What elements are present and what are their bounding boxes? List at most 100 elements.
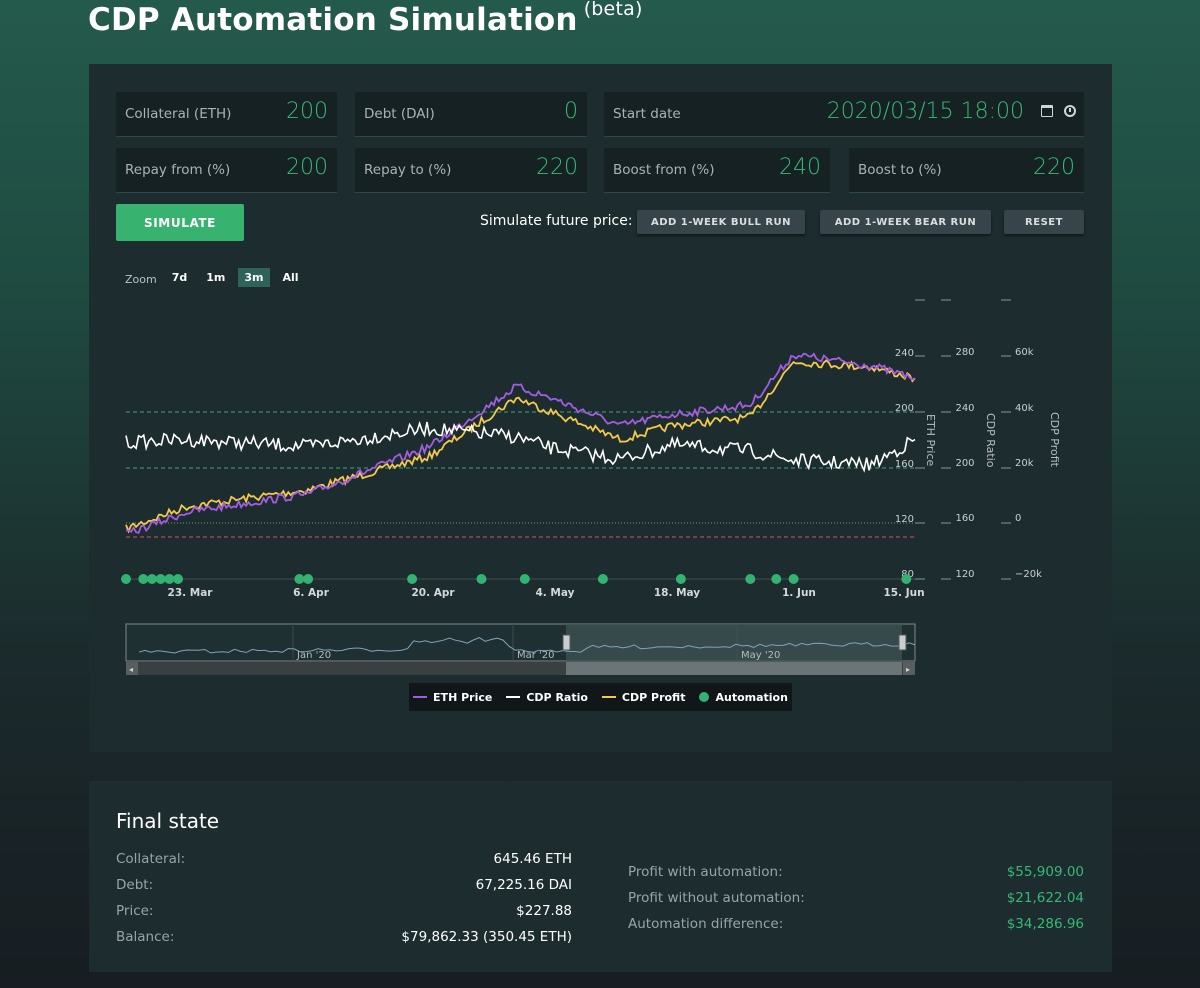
- cdp-profit-tick-20k: 20k: [1015, 458, 1034, 469]
- series-eth-price[interactable]: [125, 352, 916, 534]
- automation-point[interactable]: [294, 574, 305, 584]
- navigator-label-mar: Mar '20: [517, 650, 555, 661]
- navigator-selection[interactable]: [566, 624, 902, 661]
- balance-row: Balance:: [116, 929, 175, 945]
- automation-point[interactable]: [675, 574, 686, 584]
- automation-point[interactable]: [519, 574, 530, 584]
- navigator-label-jan: Jan '20: [296, 650, 331, 661]
- automation-point[interactable]: [303, 574, 314, 584]
- price-chart[interactable]: 240 200 160 120 80 280 240 200 160 120 6…: [89, 64, 1112, 752]
- legend-cdp-ratio[interactable]: CDP Ratio: [506, 691, 588, 704]
- start-date-input[interactable]: 2020/03/15 18:00: [826, 99, 1024, 124]
- cdp-ratio-tick-160: 160: [955, 513, 974, 524]
- collateral-label: Collateral (ETH): [125, 106, 232, 122]
- clock-icon[interactable]: [1064, 105, 1076, 117]
- x-tick-4-may: 4. May: [535, 587, 574, 599]
- eth-price-tick-160: 160: [895, 459, 914, 470]
- collateral-field[interactable]: Collateral (ETH) 200: [116, 92, 337, 137]
- cdp-ratio-axis-label: CDP Ratio: [984, 413, 997, 468]
- boost-to-field[interactable]: Boost to (%) 220: [849, 148, 1084, 193]
- add-bull-run-button[interactable]: ADD 1-WEEK BULL RUN: [637, 210, 805, 234]
- cdp-ratio-tick-120: 120: [955, 569, 974, 580]
- cdp-profit-tick-0: 0: [1015, 513, 1021, 524]
- page-title: CDP Automation Simulation (beta): [88, 0, 643, 38]
- add-bear-run-button[interactable]: ADD 1-WEEK BEAR RUN: [820, 210, 991, 234]
- cdp-profit-tick-neg20k: −20k: [1015, 569, 1042, 580]
- eth-price-tick-120: 120: [895, 514, 914, 525]
- zoom-all-button[interactable]: All: [282, 271, 299, 284]
- navigator-right-handle[interactable]: [898, 634, 907, 651]
- axis-tick-marks: [915, 299, 1011, 580]
- calendar-icon[interactable]: [1041, 105, 1053, 117]
- zoom-7d-button[interactable]: 7d: [171, 271, 188, 284]
- navigator-left-handle[interactable]: [562, 634, 571, 651]
- zoom-3m-button[interactable]: 3m: [238, 268, 270, 287]
- legend-eth-price[interactable]: ETH Price: [413, 691, 492, 704]
- automation-point[interactable]: [173, 574, 183, 584]
- repay-from-label: Repay from (%): [125, 162, 231, 178]
- simulate-future-label: Simulate future price:: [480, 213, 633, 229]
- boost-from-field[interactable]: Boost from (%) 240: [604, 148, 830, 193]
- navigator-line: [138, 637, 916, 654]
- x-tick-20-apr: 20. Apr: [411, 587, 455, 599]
- cdp-profit-tick-40k: 40k: [1015, 403, 1034, 414]
- simulation-panel: Collateral (ETH) 200 Debt (DAI) 0 Start …: [89, 64, 1112, 752]
- x-tick-6-apr: 6. Apr: [293, 587, 330, 599]
- scrollbar-thumb[interactable]: [566, 662, 902, 675]
- debt-input[interactable]: 0: [564, 99, 578, 124]
- scroll-right-button[interactable]: [903, 662, 915, 675]
- cdp-ratio-tick-280: 280: [955, 347, 974, 358]
- beta-badge: (beta): [583, 0, 643, 20]
- reset-button[interactable]: RESET: [1004, 210, 1084, 234]
- range-navigator[interactable]: Jan '20 Mar '20 May '20: [125, 623, 916, 662]
- automation-point[interactable]: [164, 574, 175, 584]
- simulate-button[interactable]: SIMULATE: [116, 204, 244, 241]
- zoom-1m-button[interactable]: 1m: [206, 271, 226, 284]
- profit-without-automation-value: $21,622.04: [1006, 890, 1084, 906]
- collateral-value: 645.46 ETH: [493, 851, 572, 867]
- boost-from-input[interactable]: 240: [779, 155, 821, 180]
- navigator-scrollbar[interactable]: ◂ ▸: [126, 662, 915, 675]
- automation-point[interactable]: [147, 574, 157, 584]
- navigator-label-may: May '20: [741, 650, 780, 661]
- scroll-right-icon: ▸: [906, 665, 910, 674]
- automation-point[interactable]: [407, 574, 418, 584]
- collateral-input[interactable]: 200: [286, 99, 328, 124]
- scroll-left-button[interactable]: [126, 662, 138, 675]
- repay-from-input[interactable]: 200: [286, 155, 328, 180]
- profit-without-automation-row: Profit without automation:: [628, 890, 805, 906]
- repay-to-input[interactable]: 220: [536, 155, 578, 180]
- repay-from-field[interactable]: Repay from (%) 200: [116, 148, 337, 193]
- automation-difference-row: Automation difference:: [628, 916, 784, 932]
- repay-to-field[interactable]: Repay to (%) 220: [355, 148, 587, 193]
- automation-point[interactable]: [597, 574, 608, 584]
- start-date-field[interactable]: Start date 2020/03/15 18:00: [604, 92, 1084, 137]
- price-row: Price:: [116, 903, 154, 919]
- debt-row: Debt:: [116, 877, 154, 893]
- legend-cdp-profit[interactable]: CDP Profit: [601, 691, 685, 704]
- repay-to-label: Repay to (%): [364, 162, 452, 178]
- automation-point[interactable]: [138, 574, 149, 584]
- cdp-ratio-tick-240: 240: [955, 403, 974, 414]
- profit-with-automation-value: $55,909.00: [1006, 864, 1084, 880]
- boost-from-label: Boost from (%): [613, 162, 715, 178]
- boost-to-input[interactable]: 220: [1033, 155, 1075, 180]
- eth-price-axis-label: ETH Price: [924, 414, 937, 467]
- automation-point[interactable]: [121, 574, 131, 584]
- profit-with-automation-row: Profit with automation:: [628, 864, 783, 880]
- automation-point[interactable]: [155, 574, 166, 584]
- balance-value: $79,862.33 (350.45 ETH): [401, 929, 572, 945]
- debt-field[interactable]: Debt (DAI) 0: [355, 92, 587, 137]
- debt-label: Debt (DAI): [364, 106, 435, 122]
- legend-automation[interactable]: Automation: [699, 691, 788, 704]
- series-cdp-profit[interactable]: [125, 359, 916, 534]
- cdp-ratio-tick-200: 200: [955, 458, 974, 469]
- automation-point[interactable]: [745, 574, 756, 584]
- automation-point[interactable]: [476, 574, 487, 584]
- automation-point[interactable]: [788, 574, 799, 584]
- automation-point[interactable]: [771, 574, 782, 584]
- automation-point[interactable]: [901, 574, 912, 584]
- scroll-left-icon: ◂: [129, 665, 133, 674]
- series-cdp-ratio[interactable]: [125, 420, 916, 473]
- x-tick-15-jun: 15. Jun: [883, 587, 924, 599]
